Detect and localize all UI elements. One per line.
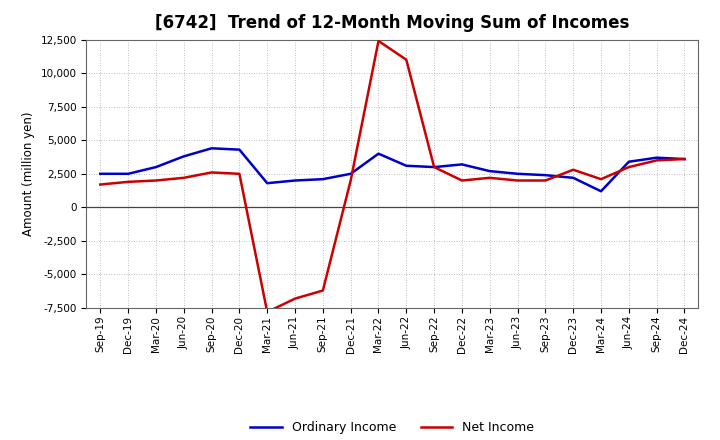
- Ordinary Income: [291, 178, 300, 183]
- Net Income: [124, 179, 132, 184]
- Ordinary Income: [485, 169, 494, 174]
- Ordinary Income: [430, 165, 438, 170]
- Net Income: [318, 288, 327, 293]
- Net Income: [179, 175, 188, 180]
- Net Income: [291, 296, 300, 301]
- Legend: Ordinary Income, Net Income: Ordinary Income, Net Income: [246, 416, 539, 439]
- Net Income: [374, 38, 383, 44]
- Net Income: [402, 57, 410, 62]
- Ordinary Income: [374, 151, 383, 156]
- Ordinary Income: [207, 146, 216, 151]
- Ordinary Income: [513, 171, 522, 176]
- Ordinary Income: [96, 171, 104, 176]
- Ordinary Income: [458, 162, 467, 167]
- Net Income: [680, 156, 689, 161]
- Net Income: [235, 171, 243, 176]
- Net Income: [430, 165, 438, 170]
- Ordinary Income: [235, 147, 243, 152]
- Title: [6742]  Trend of 12-Month Moving Sum of Incomes: [6742] Trend of 12-Month Moving Sum of I…: [156, 15, 629, 33]
- Net Income: [541, 178, 550, 183]
- Ordinary Income: [680, 156, 689, 161]
- Y-axis label: Amount (million yen): Amount (million yen): [22, 112, 35, 236]
- Ordinary Income: [624, 159, 633, 165]
- Ordinary Income: [263, 180, 271, 186]
- Net Income: [96, 182, 104, 187]
- Net Income: [207, 170, 216, 175]
- Net Income: [597, 176, 606, 182]
- Net Income: [263, 309, 271, 315]
- Ordinary Income: [569, 175, 577, 180]
- Ordinary Income: [318, 176, 327, 182]
- Net Income: [569, 167, 577, 172]
- Net Income: [485, 175, 494, 180]
- Ordinary Income: [346, 171, 355, 176]
- Net Income: [513, 178, 522, 183]
- Ordinary Income: [152, 165, 161, 170]
- Ordinary Income: [541, 172, 550, 178]
- Line: Net Income: Net Income: [100, 41, 685, 312]
- Line: Ordinary Income: Ordinary Income: [100, 148, 685, 191]
- Net Income: [624, 165, 633, 170]
- Ordinary Income: [124, 171, 132, 176]
- Ordinary Income: [652, 155, 661, 160]
- Net Income: [652, 158, 661, 163]
- Ordinary Income: [402, 163, 410, 169]
- Net Income: [152, 178, 161, 183]
- Ordinary Income: [179, 154, 188, 159]
- Net Income: [346, 178, 355, 183]
- Ordinary Income: [597, 189, 606, 194]
- Net Income: [458, 178, 467, 183]
